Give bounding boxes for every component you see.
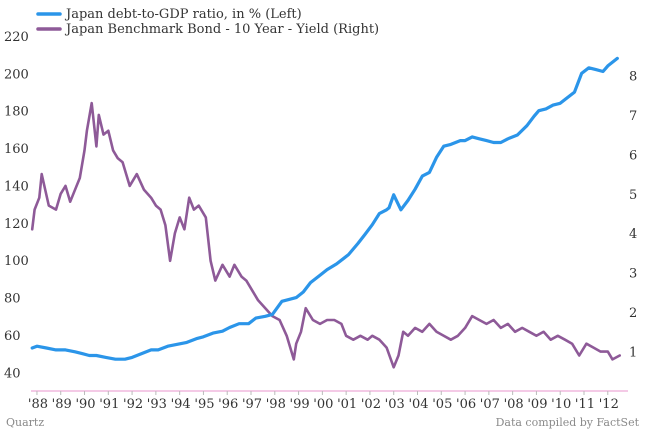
left-tick-label: 200 — [4, 67, 29, 82]
right-tick-label: 8 — [629, 69, 637, 84]
legend: Japan debt-to-GDP ratio, in % (Left) Jap… — [36, 7, 379, 37]
right-axis: 1 2 3 4 5 6 7 8 — [629, 69, 637, 360]
x-tick-label: '00 — [313, 397, 333, 412]
left-tick-label: 100 — [4, 254, 29, 269]
x-tick-label: '94 — [171, 397, 191, 412]
legend-label-debt: Japan debt-to-GDP ratio, in % (Left) — [64, 7, 302, 22]
right-tick-label: 4 — [629, 227, 637, 242]
x-tick-label: '09 — [527, 397, 547, 412]
x-tick-label: '10 — [551, 397, 571, 412]
right-tick-label: 3 — [629, 267, 637, 282]
x-tick-label: '03 — [385, 397, 405, 412]
x-tick-label: '98 — [266, 397, 286, 412]
series-line-bond-yield — [30, 101, 622, 369]
legend-label-yield: Japan Benchmark Bond - 10 Year - Yield (… — [64, 22, 379, 37]
x-tick-label: '07 — [480, 397, 500, 412]
series-line-debt-to-gdp — [30, 56, 619, 361]
left-tick-label: 120 — [4, 217, 29, 232]
x-tick-label: '01 — [337, 397, 357, 412]
x-tick-label: '93 — [147, 397, 167, 412]
left-tick-label: 80 — [4, 292, 21, 307]
x-axis: '88 '89'90 '91 '92 '93 '94'95 '96 '97 '98 '99'00 '… — [28, 391, 619, 412]
x-tick-label: '02 — [361, 397, 381, 412]
x-tick-label: '06 — [456, 397, 476, 412]
right-tick-label: 2 — [629, 306, 637, 321]
x-tick-label: '92 — [123, 397, 143, 412]
x-tick-label: '88 — [28, 397, 48, 412]
right-tick-label: 7 — [629, 109, 637, 124]
x-tick-label: '11 — [575, 397, 595, 412]
x-tick-label: '08 — [504, 397, 524, 412]
left-axis: 40 60 80 100 120 140 160 180 200 220 — [4, 30, 29, 381]
x-tick-label: '99 — [290, 397, 310, 412]
x-tick-label: '91 — [99, 397, 119, 412]
x-tick-label: '12 — [599, 397, 619, 412]
x-tick-label: '89 — [52, 397, 72, 412]
left-tick-label: 140 — [4, 179, 29, 194]
left-tick-label: 160 — [4, 142, 29, 157]
series-layer — [30, 56, 622, 369]
x-tick-label: '90 — [75, 397, 95, 412]
x-tick-label: '04 — [408, 397, 428, 412]
footer-source-right: Data compiled by FactSet — [496, 416, 640, 429]
right-tick-label: 6 — [629, 148, 637, 163]
right-tick-label: 5 — [629, 188, 637, 203]
left-tick-label: 180 — [4, 105, 29, 120]
footer-source-left: Quartz — [6, 416, 44, 429]
x-tick-label: '95 — [194, 397, 214, 412]
left-tick-label: 60 — [4, 329, 21, 344]
x-tick-label: '05 — [432, 397, 452, 412]
x-tick-label: '97 — [242, 397, 262, 412]
left-tick-label: 220 — [4, 30, 29, 45]
left-tick-label: 40 — [4, 366, 21, 381]
right-tick-label: 1 — [629, 346, 637, 361]
x-tick-label: '96 — [218, 397, 238, 412]
